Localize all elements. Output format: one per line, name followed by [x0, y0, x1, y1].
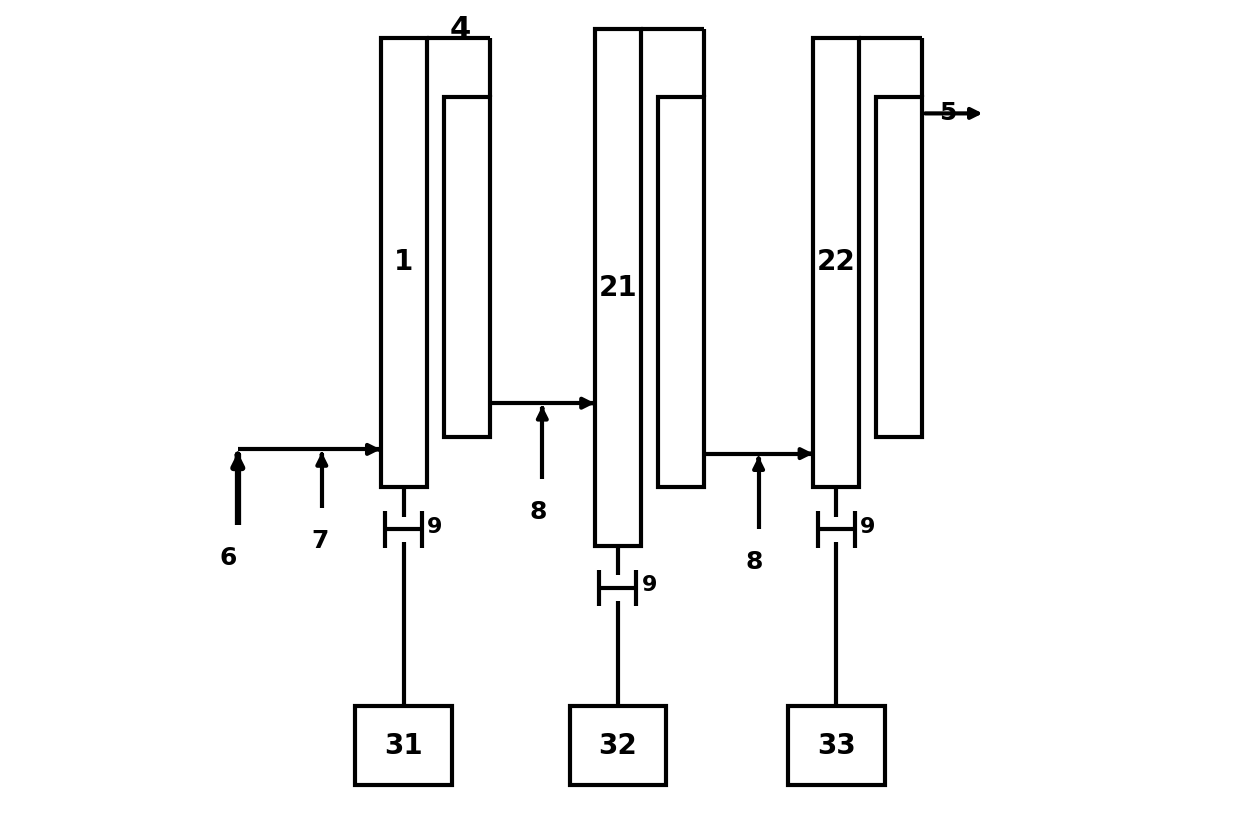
Bar [595, 29, 641, 546]
Bar [813, 38, 859, 487]
Text: 9: 9 [428, 517, 443, 537]
Bar [877, 97, 923, 437]
Text: 8: 8 [529, 500, 547, 524]
Text: 7: 7 [311, 529, 329, 554]
Text: 4: 4 [450, 15, 471, 44]
Text: 5: 5 [939, 102, 956, 125]
Bar [381, 38, 427, 487]
Text: 33: 33 [817, 732, 856, 759]
Text: 8: 8 [745, 550, 763, 575]
Text: 22: 22 [817, 249, 856, 276]
Bar [356, 706, 453, 785]
Text: 9: 9 [641, 575, 657, 596]
Text: 1: 1 [394, 249, 413, 276]
Text: 31: 31 [384, 732, 423, 759]
Text: 9: 9 [859, 517, 875, 537]
Text: 21: 21 [599, 274, 637, 302]
Bar [787, 706, 884, 785]
Bar [444, 97, 490, 437]
Text: 6: 6 [219, 546, 237, 570]
Bar [657, 97, 704, 487]
Bar [569, 706, 666, 785]
Text: 32: 32 [599, 732, 637, 759]
